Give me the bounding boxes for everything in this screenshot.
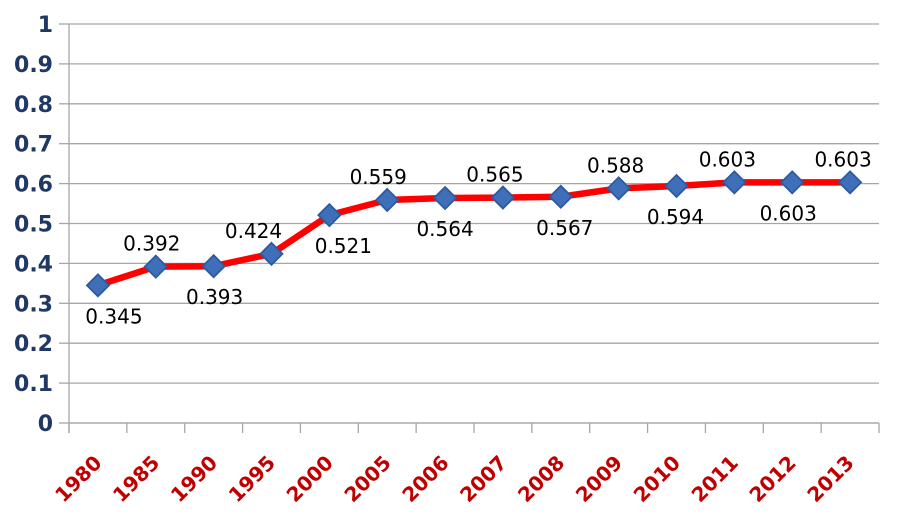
data-label: 0.392 <box>123 232 180 256</box>
data-point-marker <box>722 170 747 195</box>
y-tick-label: 0.5 <box>14 213 53 238</box>
data-label: 0.565 <box>466 163 523 187</box>
data-label: 0.564 <box>416 217 473 241</box>
data-point-marker <box>606 176 631 201</box>
data-point-marker <box>779 170 805 195</box>
data-point-marker <box>837 170 863 195</box>
y-tick-label: 1 <box>38 13 53 38</box>
y-tick-label: 0.4 <box>14 252 53 277</box>
x-tick-label: 2000 <box>282 451 338 507</box>
data-point-marker <box>548 184 574 210</box>
x-tick-label: 1990 <box>166 451 222 507</box>
data-point-marker <box>85 273 111 298</box>
data-point-marker <box>201 253 226 279</box>
data-label: 0.603 <box>760 201 817 225</box>
data-point-marker <box>432 185 458 211</box>
data-label: 0.424 <box>225 219 282 243</box>
x-tick-label: 1995 <box>224 451 280 507</box>
y-tick-label: 0.8 <box>14 93 53 118</box>
data-label: 0.393 <box>186 285 243 309</box>
y-tick-label: 0.2 <box>14 332 53 357</box>
data-label: 0.594 <box>647 205 704 229</box>
y-tick-label: 0.3 <box>14 292 53 317</box>
data-label: 0.603 <box>699 147 756 171</box>
x-tick-label: 2012 <box>744 451 800 507</box>
data-label: 0.345 <box>85 304 142 328</box>
data-label: 0.521 <box>315 234 372 258</box>
data-label: 0.567 <box>536 216 593 240</box>
data-point-marker <box>374 187 400 213</box>
y-tick-label: 0 <box>38 412 53 437</box>
data-label: 0.603 <box>814 147 871 171</box>
x-tick-label: 2006 <box>397 451 453 507</box>
x-tick-label: 2008 <box>513 451 569 507</box>
x-tick-label: 2013 <box>802 451 858 507</box>
y-tick-label: 0.9 <box>14 53 53 78</box>
data-point-marker <box>259 241 284 267</box>
x-tick-label: 1980 <box>50 451 106 507</box>
data-point-marker <box>490 185 516 210</box>
x-tick-label: 2007 <box>455 451 511 507</box>
x-tick-label: 2005 <box>339 451 395 507</box>
data-point-marker <box>317 202 342 228</box>
y-tick-label: 0.6 <box>14 173 53 198</box>
x-tick-label: 1985 <box>108 451 164 507</box>
data-point-marker <box>143 254 169 279</box>
y-tick-label: 0.1 <box>14 372 53 397</box>
data-label: 0.559 <box>350 165 407 189</box>
y-tick-label: 0.7 <box>14 133 53 158</box>
data-point-marker <box>664 173 689 199</box>
x-tick-label: 2010 <box>629 451 685 507</box>
x-tick-label: 2011 <box>687 451 743 507</box>
data-label: 0.588 <box>587 153 644 177</box>
x-tick-label: 2009 <box>571 451 627 507</box>
